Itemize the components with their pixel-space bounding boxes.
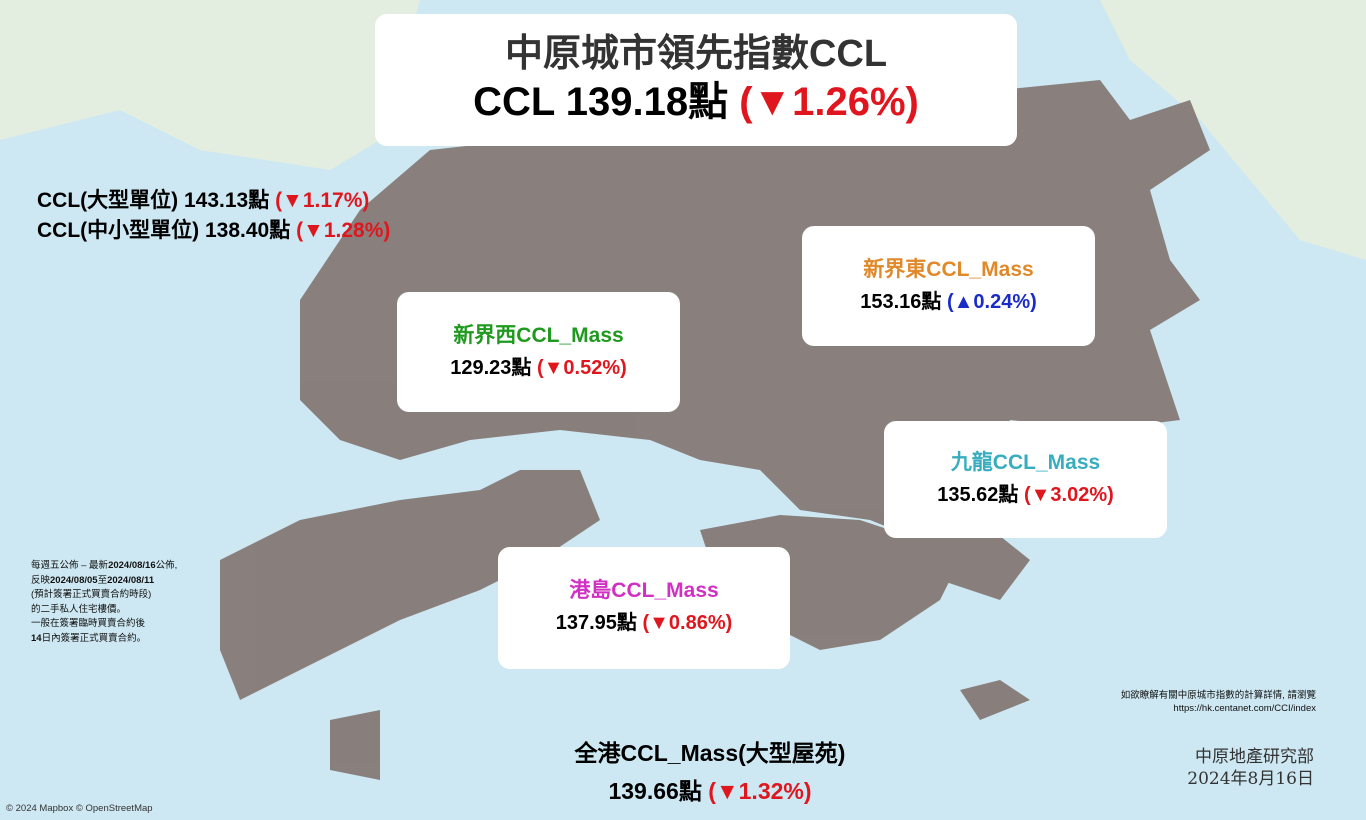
- lantau-island: [220, 470, 600, 700]
- sub-index-small-medium: CCL(中小型單位) 138.40點 (▼1.28%): [37, 216, 390, 246]
- mainland-land-east: [1100, 0, 1366, 260]
- page-title: 中原城市領先指數CCL: [504, 33, 888, 75]
- region-name: 新界西CCL_Mass: [453, 324, 624, 347]
- note-text: 反映: [31, 574, 51, 586]
- sub-indices: CCL(大型單位) 143.13點 (▼1.17%) CCL(中小型單位) 13…: [37, 186, 390, 246]
- map-attribution[interactable]: © 2024 Mapbox © OpenStreetMap: [6, 803, 153, 814]
- ccl-value: CCL 139.18點: [473, 80, 729, 124]
- note-text: 反映2024/08/05至2024/08/11: [31, 574, 177, 589]
- methodology-note: 每週五公佈 – 最新2024/08/16公佈, 反映2024/08/05至202…: [31, 559, 177, 646]
- mass-index: 全港CCL_Mass(大型屋苑) 139.66點 (▼1.32%): [480, 734, 940, 810]
- region-value: 137.95點: [555, 612, 637, 634]
- mass-value: 139.66點: [608, 778, 702, 804]
- mass-label: 全港CCL_Mass(大型屋苑): [574, 740, 846, 766]
- region-card-hk-island: 港島CCL_Mass 137.95點 (▼0.86%): [498, 547, 790, 669]
- region-value: 135.62點: [937, 484, 1019, 506]
- sub-index-change: (▼1.28%): [296, 219, 391, 242]
- ccl-headline: CCL 139.18點 (▼1.26%): [375, 76, 1017, 128]
- region-card-nt-east: 新界東CCL_Mass 153.16點 (▲0.24%): [802, 226, 1095, 346]
- note-text: 每週五公佈 – 最新2024/08/16公佈,: [31, 559, 177, 574]
- region-change: (▼3.02%): [1023, 484, 1114, 506]
- sub-index-large: CCL(大型單位) 143.13點 (▼1.17%): [37, 186, 390, 216]
- note-text: 2024/08/11: [107, 574, 155, 586]
- sub-index-label: CCL(中小型單位) 138.40點: [37, 219, 291, 242]
- region-name: 九龍CCL_Mass: [950, 451, 1101, 474]
- region-value: 129.23點: [450, 357, 532, 379]
- region-change: (▼0.86%): [642, 612, 733, 634]
- info-text: 如欲瞭解有關中原城市指數的計算詳情, 請瀏覽: [1120, 690, 1316, 701]
- cheung-chau: [330, 710, 380, 780]
- lamma-island: [960, 680, 1030, 720]
- east-islands: [880, 520, 1030, 600]
- region-change: (▼0.52%): [536, 357, 627, 379]
- note-text: (預計簽署正式買賣合約時段): [31, 589, 152, 600]
- note-text: 每週五公佈 – 最新: [31, 560, 109, 571]
- info-link[interactable]: https://hk.centanet.com/CCI/index: [1173, 703, 1316, 714]
- region-name: 港島CCL_Mass: [569, 579, 719, 602]
- note-text: 2024/08/16: [108, 560, 156, 571]
- ccl-change: (▼1.26%): [739, 80, 919, 124]
- note-text: 的二手私人住宅樓價。: [31, 603, 127, 615]
- header-card: 中原城市領先指數CCL CCL 139.18點 (▼1.26%): [375, 14, 1017, 146]
- region-name: 新界東CCL_Mass: [863, 258, 1034, 281]
- region-card-nt-west: 新界西CCL_Mass 129.23點 (▼0.52%): [397, 292, 680, 412]
- note-text: 14: [31, 632, 42, 644]
- region-change: (▲0.24%): [946, 291, 1037, 313]
- mass-change: (▼1.32%): [708, 778, 812, 804]
- mainland-land: [0, 0, 420, 170]
- note-text: 至: [97, 574, 108, 586]
- footer-org: 中原地產研究部: [1195, 747, 1314, 767]
- sub-index-change: (▼1.17%): [275, 189, 370, 212]
- note-text: 日內簽署正式買賣合約。: [41, 632, 147, 644]
- region-card-kowloon: 九龍CCL_Mass 135.62點 (▼3.02%): [884, 421, 1167, 538]
- footer-date: 2024年8月16日: [1187, 769, 1314, 789]
- info-note: 如欲瞭解有關中原城市指數的計算詳情, 請瀏覽 https://hk.centan…: [1121, 689, 1316, 715]
- footer: 中原地產研究部 2024年8月16日: [1187, 746, 1314, 790]
- region-value: 153.16點: [860, 291, 942, 313]
- note-text: 公佈,: [155, 560, 178, 571]
- note-text: 14日內簽署正式買賣合約。: [31, 632, 177, 647]
- sub-index-label: CCL(大型單位) 143.13點: [37, 189, 270, 212]
- note-text: 一般在簽署臨時買賣合約後: [31, 618, 146, 629]
- note-text: 2024/08/05: [50, 574, 98, 586]
